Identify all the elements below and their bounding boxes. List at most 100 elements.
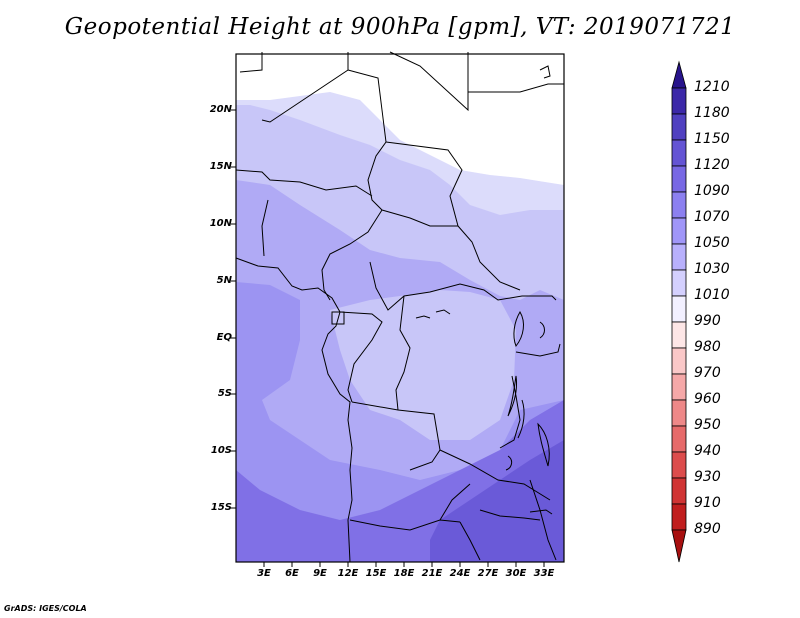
border — [515, 343, 561, 357]
colorbar-label: 1210 — [694, 79, 730, 95]
lat-label: 10S — [210, 445, 232, 456]
border — [321, 209, 383, 301]
map-frame — [235, 53, 565, 563]
lake — [537, 422, 550, 467]
border — [339, 311, 383, 403]
field-1120 — [430, 440, 564, 562]
lake — [513, 311, 524, 347]
border — [439, 483, 471, 521]
credit-text: GrADS: IGES/COLA — [4, 604, 87, 613]
lake — [529, 509, 553, 515]
colorbar-label: 1050 — [694, 235, 730, 251]
country-borders — [235, 51, 564, 563]
lon-label: 24E — [449, 568, 471, 579]
lat-label: 10N — [209, 218, 232, 229]
colorbar-swatch — [671, 60, 687, 89]
border — [479, 509, 541, 521]
border — [261, 52, 349, 123]
border — [351, 401, 441, 471]
lat-label: 15S — [210, 502, 232, 513]
border — [459, 521, 481, 561]
colorbar-label: 1180 — [694, 105, 730, 121]
colorbar-label: 1030 — [694, 261, 730, 277]
lon-label: 18E — [393, 568, 415, 579]
colorbar-label: 990 — [694, 313, 721, 329]
lat-label: 20N — [209, 104, 232, 115]
lon-label: 9E — [313, 568, 327, 579]
lon-label: 3E — [257, 568, 271, 579]
colorbar-swatch — [671, 425, 687, 453]
colorbar-label: 1010 — [694, 287, 730, 303]
lake — [435, 309, 451, 315]
field-white — [236, 54, 564, 185]
colorbar-label: 970 — [694, 365, 721, 381]
colorbar-swatch — [671, 529, 687, 563]
lon-label: 21E — [421, 568, 443, 579]
border — [381, 209, 458, 227]
border — [349, 519, 461, 531]
lake — [539, 321, 545, 339]
colorbar-label: 940 — [694, 443, 721, 459]
border — [389, 51, 469, 112]
colorbar-label: 960 — [694, 391, 721, 407]
border — [395, 295, 411, 411]
colorbar-swatch — [671, 477, 687, 505]
lat-label: EQ — [216, 332, 232, 343]
colorbar-swatch — [671, 139, 687, 167]
border — [457, 225, 521, 291]
lake — [507, 375, 517, 417]
border — [529, 479, 557, 561]
lat-label: 5S — [217, 388, 232, 399]
lon-label: 6E — [285, 568, 299, 579]
border — [385, 141, 463, 227]
colorbar-swatch — [671, 191, 687, 219]
colorbar-swatch — [671, 321, 687, 349]
border — [347, 69, 387, 211]
colorbar-swatch — [671, 165, 687, 193]
colorbar-swatch — [671, 113, 687, 141]
height-field — [236, 54, 564, 562]
coastline — [235, 257, 353, 563]
colorbar-swatch — [671, 503, 687, 531]
border — [468, 83, 564, 93]
colorbar — [671, 60, 687, 563]
colorbar-swatch — [671, 217, 687, 245]
colorbar-label: 1090 — [694, 183, 730, 199]
colorbar-label: 1070 — [694, 209, 730, 225]
lon-label: 33E — [533, 568, 555, 579]
border — [369, 261, 557, 311]
chart-title: Geopotential Height at 900hPa [gpm], VT:… — [64, 14, 736, 40]
lon-label: 12E — [337, 568, 359, 579]
colorbar-label: 950 — [694, 417, 721, 433]
colorbar-swatch — [671, 399, 687, 427]
border — [235, 169, 373, 197]
border — [261, 199, 269, 257]
field-1030b — [330, 290, 516, 440]
colorbar-swatch — [671, 451, 687, 479]
colorbar-label: 890 — [694, 521, 721, 537]
colorbar-swatch — [671, 295, 687, 323]
latitude-ticks — [231, 109, 236, 509]
lon-label: 15E — [365, 568, 387, 579]
border — [239, 52, 263, 73]
lake — [539, 65, 551, 79]
lat-label: 15N — [209, 161, 232, 172]
colorbar-label: 930 — [694, 469, 721, 485]
lake — [415, 315, 431, 319]
lat-label: 5N — [216, 275, 232, 286]
border — [331, 311, 345, 325]
colorbar-label: 910 — [694, 495, 721, 511]
colorbar-swatch — [671, 243, 687, 271]
colorbar-label: 1150 — [694, 131, 730, 147]
colorbar-swatch — [671, 373, 687, 401]
colorbar-label: 980 — [694, 339, 721, 355]
colorbar-swatch — [671, 87, 687, 115]
colorbar-swatch — [671, 269, 687, 297]
colorbar-label: 1120 — [694, 157, 730, 173]
longitude-ticks — [263, 562, 545, 567]
lon-label: 27E — [477, 568, 499, 579]
lake — [517, 399, 525, 439]
colorbar-swatch — [671, 347, 687, 375]
border — [499, 375, 521, 449]
